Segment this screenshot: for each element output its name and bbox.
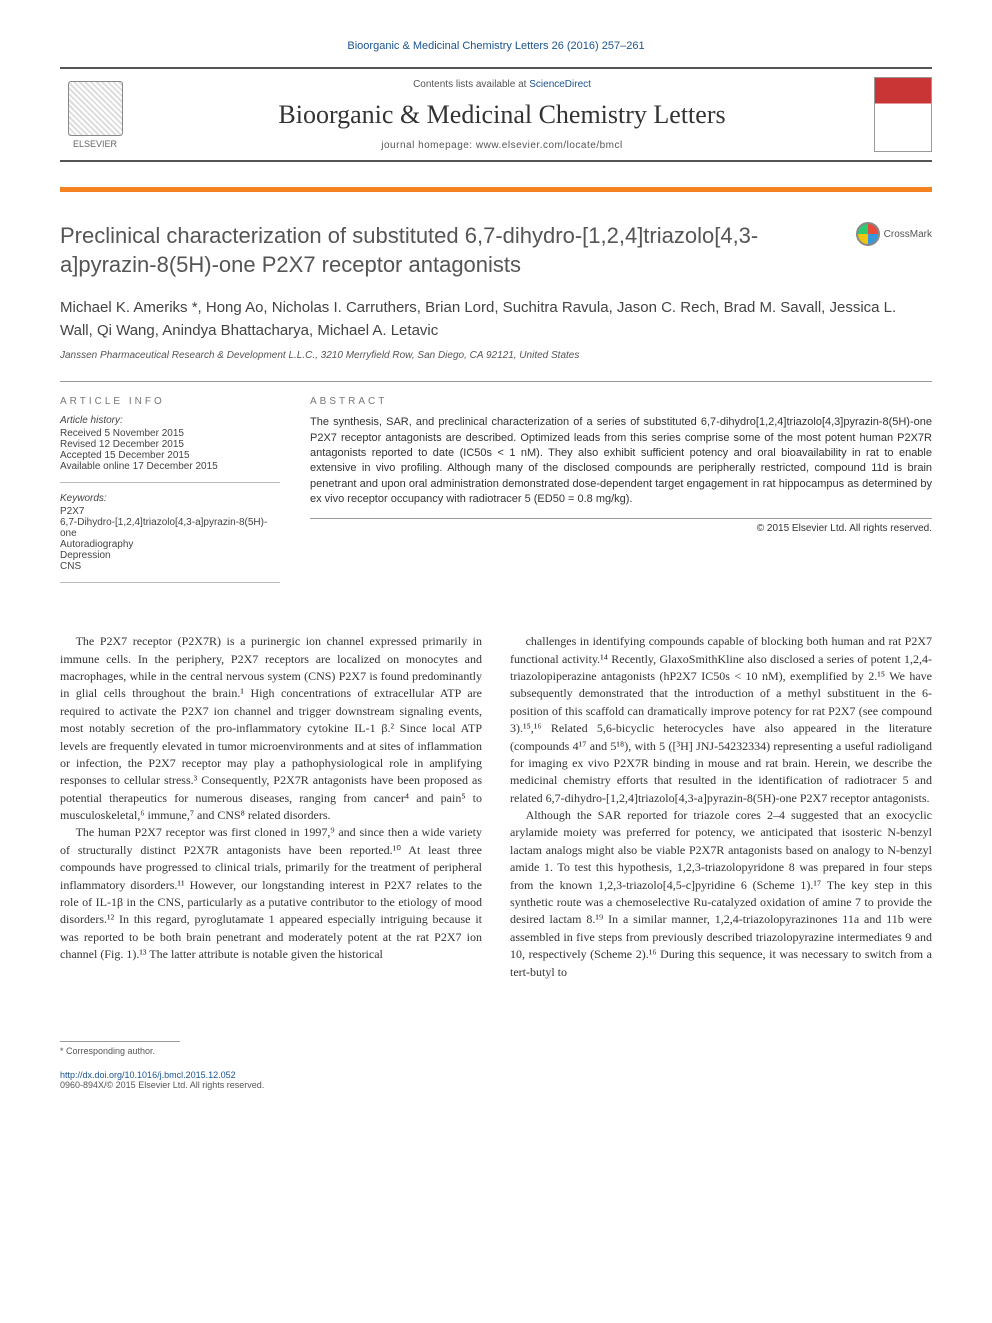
body-paragraph: challenges in identifying compounds capa…	[510, 633, 932, 807]
keyword: 6,7-Dihydro-[1,2,4]triazolo[4,3-a]pyrazi…	[60, 517, 280, 539]
body-paragraph: The P2X7 receptor (P2X7R) is a purinergi…	[60, 633, 482, 824]
article-history-block: Article history: Received 5 November 201…	[60, 415, 280, 483]
journal-cover-thumbnail	[874, 77, 932, 152]
abstract-column: ABSTRACT The synthesis, SAR, and preclin…	[310, 396, 932, 593]
keyword: CNS	[60, 561, 280, 572]
author-list: Michael K. Ameriks *, Hong Ao, Nicholas …	[60, 297, 932, 342]
meta-abstract-row: ARTICLE INFO Article history: Received 5…	[60, 381, 932, 593]
running-head: Bioorganic & Medicinal Chemistry Letters…	[60, 40, 932, 52]
history-received: Received 5 November 2015	[60, 428, 280, 439]
crossmark-icon	[856, 222, 880, 246]
article-title: Preclinical characterization of substitu…	[60, 222, 836, 279]
divider-orange-rule	[60, 187, 932, 192]
title-row: Preclinical characterization of substitu…	[60, 222, 932, 279]
masthead: ELSEVIER Contents lists available at Sci…	[60, 67, 932, 162]
abstract-text: The synthesis, SAR, and preclinical char…	[310, 415, 932, 518]
contents-prefix: Contents lists available at	[413, 79, 529, 90]
keyword: P2X7	[60, 506, 280, 517]
body-paragraph: The human P2X7 receptor was first cloned…	[60, 824, 482, 963]
contents-list-line: Contents lists available at ScienceDirec…	[145, 79, 859, 90]
doi-link[interactable]: http://dx.doi.org/10.1016/j.bmcl.2015.12…	[60, 1070, 236, 1080]
journal-name: Bioorganic & Medicinal Chemistry Letters	[145, 100, 859, 130]
crossmark-label: CrossMark	[884, 229, 932, 240]
homepage-url[interactable]: www.elsevier.com/locate/bmcl	[476, 140, 623, 151]
publisher-name: ELSEVIER	[73, 139, 117, 149]
abstract-heading: ABSTRACT	[310, 396, 932, 407]
history-accepted: Accepted 15 December 2015	[60, 450, 280, 461]
affiliation: Janssen Pharmaceutical Research & Develo…	[60, 350, 932, 361]
journal-homepage-line: journal homepage: www.elsevier.com/locat…	[145, 140, 859, 151]
history-revised: Revised 12 December 2015	[60, 439, 280, 450]
article-info-column: ARTICLE INFO Article history: Received 5…	[60, 396, 280, 593]
page-root: Bioorganic & Medicinal Chemistry Letters…	[0, 0, 992, 1130]
history-online: Available online 17 December 2015	[60, 461, 280, 472]
issn-copyright-line: 0960-894X/© 2015 Elsevier Ltd. All right…	[60, 1080, 932, 1090]
crossmark-badge[interactable]: CrossMark	[856, 222, 932, 246]
elsevier-tree-icon	[68, 81, 123, 136]
history-label: Article history:	[60, 415, 280, 426]
article-info-heading: ARTICLE INFO	[60, 396, 280, 407]
homepage-prefix: journal homepage:	[381, 140, 476, 151]
body-text-columns: The P2X7 receptor (P2X7R) is a purinergi…	[60, 633, 932, 981]
corresponding-author-note: * Corresponding author.	[60, 1046, 932, 1056]
footer-rule	[60, 1041, 180, 1042]
keywords-block: Keywords: P2X7 6,7-Dihydro-[1,2,4]triazo…	[60, 493, 280, 583]
sciencedirect-link[interactable]: ScienceDirect	[529, 79, 591, 90]
body-paragraph: Although the SAR reported for triazole c…	[510, 807, 932, 981]
publisher-logo: ELSEVIER	[60, 77, 130, 152]
keywords-label: Keywords:	[60, 493, 280, 504]
masthead-center: Contents lists available at ScienceDirec…	[145, 79, 859, 151]
page-footer: * Corresponding author. http://dx.doi.or…	[60, 1041, 932, 1090]
abstract-copyright: © 2015 Elsevier Ltd. All rights reserved…	[310, 523, 932, 534]
keyword: Autoradiography	[60, 539, 280, 550]
keyword: Depression	[60, 550, 280, 561]
